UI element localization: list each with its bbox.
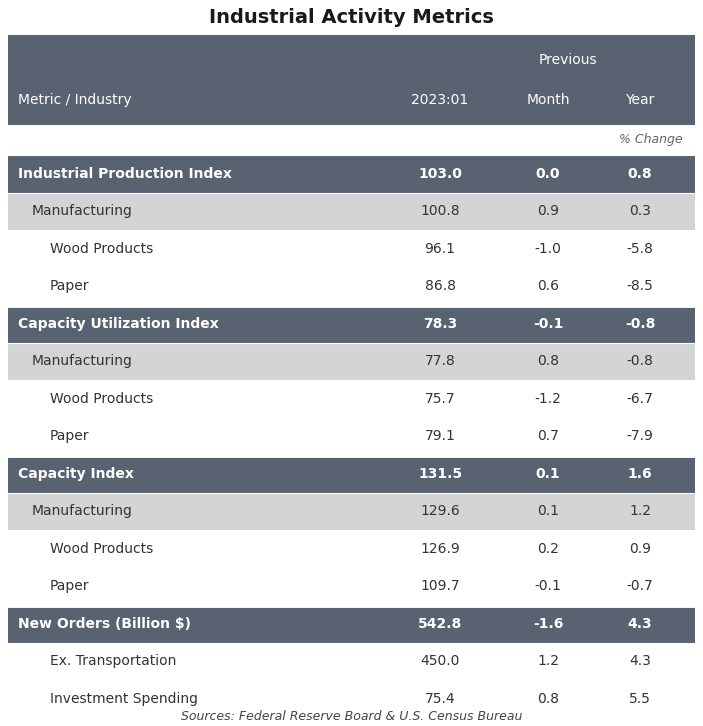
Text: Wood Products: Wood Products [50, 542, 153, 555]
Text: 0.8: 0.8 [628, 167, 652, 181]
FancyBboxPatch shape [8, 125, 695, 155]
Text: 4.3: 4.3 [628, 617, 652, 631]
Text: Manufacturing: Manufacturing [32, 204, 133, 219]
FancyBboxPatch shape [8, 155, 695, 192]
Text: 77.8: 77.8 [425, 354, 456, 368]
Text: -0.1: -0.1 [534, 579, 562, 593]
Text: 86.8: 86.8 [425, 280, 456, 293]
Text: 0.9: 0.9 [537, 204, 559, 219]
Text: Month: Month [527, 93, 569, 107]
FancyBboxPatch shape [8, 417, 695, 455]
Text: New Orders (Billion $): New Orders (Billion $) [18, 617, 191, 631]
FancyBboxPatch shape [8, 455, 695, 492]
Text: -7.9: -7.9 [626, 429, 653, 444]
Text: -8.5: -8.5 [626, 280, 653, 293]
Text: 129.6: 129.6 [420, 505, 460, 518]
Text: 4.3: 4.3 [629, 654, 651, 668]
Text: -1.6: -1.6 [533, 617, 563, 631]
Text: -0.8: -0.8 [625, 317, 655, 331]
Text: Industrial Activity Metrics: Industrial Activity Metrics [209, 8, 494, 27]
FancyBboxPatch shape [8, 680, 695, 717]
Text: 2023:01: 2023:01 [411, 93, 469, 107]
Text: Metric / Industry: Metric / Industry [18, 93, 131, 107]
Text: -1.0: -1.0 [534, 242, 562, 256]
FancyBboxPatch shape [8, 305, 695, 343]
FancyBboxPatch shape [8, 267, 695, 305]
Text: 0.1: 0.1 [537, 505, 559, 518]
Text: 0.1: 0.1 [536, 467, 560, 481]
Text: Manufacturing: Manufacturing [32, 505, 133, 518]
Text: 0.8: 0.8 [537, 692, 559, 706]
FancyBboxPatch shape [8, 192, 695, 230]
FancyBboxPatch shape [8, 35, 695, 125]
Text: -0.7: -0.7 [626, 579, 653, 593]
Text: 0.2: 0.2 [537, 542, 559, 555]
Text: 75.7: 75.7 [425, 392, 456, 406]
Text: 0.3: 0.3 [629, 204, 651, 219]
Text: Capacity Utilization Index: Capacity Utilization Index [18, 317, 219, 331]
Text: Paper: Paper [50, 280, 89, 293]
Text: 0.7: 0.7 [537, 429, 559, 444]
Text: 1.6: 1.6 [628, 467, 652, 481]
Text: 109.7: 109.7 [420, 579, 460, 593]
Text: 126.9: 126.9 [420, 542, 460, 555]
Text: Investment Spending: Investment Spending [50, 692, 198, 706]
Text: Industrial Production Index: Industrial Production Index [18, 167, 232, 181]
Text: Capacity Index: Capacity Index [18, 467, 134, 481]
FancyBboxPatch shape [8, 0, 695, 35]
Text: -1.2: -1.2 [534, 392, 562, 406]
Text: Ex. Transportation: Ex. Transportation [50, 654, 176, 668]
Text: Year: Year [625, 93, 654, 107]
Text: 96.1: 96.1 [425, 242, 456, 256]
Text: 0.9: 0.9 [629, 542, 651, 555]
Text: 0.6: 0.6 [537, 280, 559, 293]
Text: 5.5: 5.5 [629, 692, 651, 706]
Text: 542.8: 542.8 [418, 617, 462, 631]
FancyBboxPatch shape [8, 380, 695, 417]
Text: -6.7: -6.7 [626, 392, 653, 406]
Text: Paper: Paper [50, 429, 89, 444]
Text: 1.2: 1.2 [629, 505, 651, 518]
Text: -0.1: -0.1 [533, 317, 563, 331]
Text: % Change: % Change [619, 134, 683, 147]
Text: 131.5: 131.5 [418, 467, 462, 481]
Text: -0.8: -0.8 [626, 354, 653, 368]
Text: Manufacturing: Manufacturing [32, 354, 133, 368]
Text: 78.3: 78.3 [423, 317, 457, 331]
FancyBboxPatch shape [8, 643, 695, 680]
Text: 79.1: 79.1 [425, 429, 456, 444]
Text: Previous: Previous [538, 53, 598, 68]
Text: 0.0: 0.0 [536, 167, 560, 181]
Text: 100.8: 100.8 [420, 204, 460, 219]
Text: 103.0: 103.0 [418, 167, 462, 181]
FancyBboxPatch shape [8, 568, 695, 605]
FancyBboxPatch shape [8, 343, 695, 380]
FancyBboxPatch shape [8, 605, 695, 643]
FancyBboxPatch shape [8, 530, 695, 568]
FancyBboxPatch shape [8, 230, 695, 267]
Text: 75.4: 75.4 [425, 692, 456, 706]
Text: 450.0: 450.0 [420, 654, 460, 668]
FancyBboxPatch shape [8, 492, 695, 530]
Text: Wood Products: Wood Products [50, 242, 153, 256]
Text: 1.2: 1.2 [537, 654, 559, 668]
Text: -5.8: -5.8 [626, 242, 653, 256]
Text: 0.8: 0.8 [537, 354, 559, 368]
Text: Paper: Paper [50, 579, 89, 593]
Text: Wood Products: Wood Products [50, 392, 153, 406]
Text: Sources: Federal Reserve Board & U.S. Census Bureau: Sources: Federal Reserve Board & U.S. Ce… [181, 709, 522, 722]
